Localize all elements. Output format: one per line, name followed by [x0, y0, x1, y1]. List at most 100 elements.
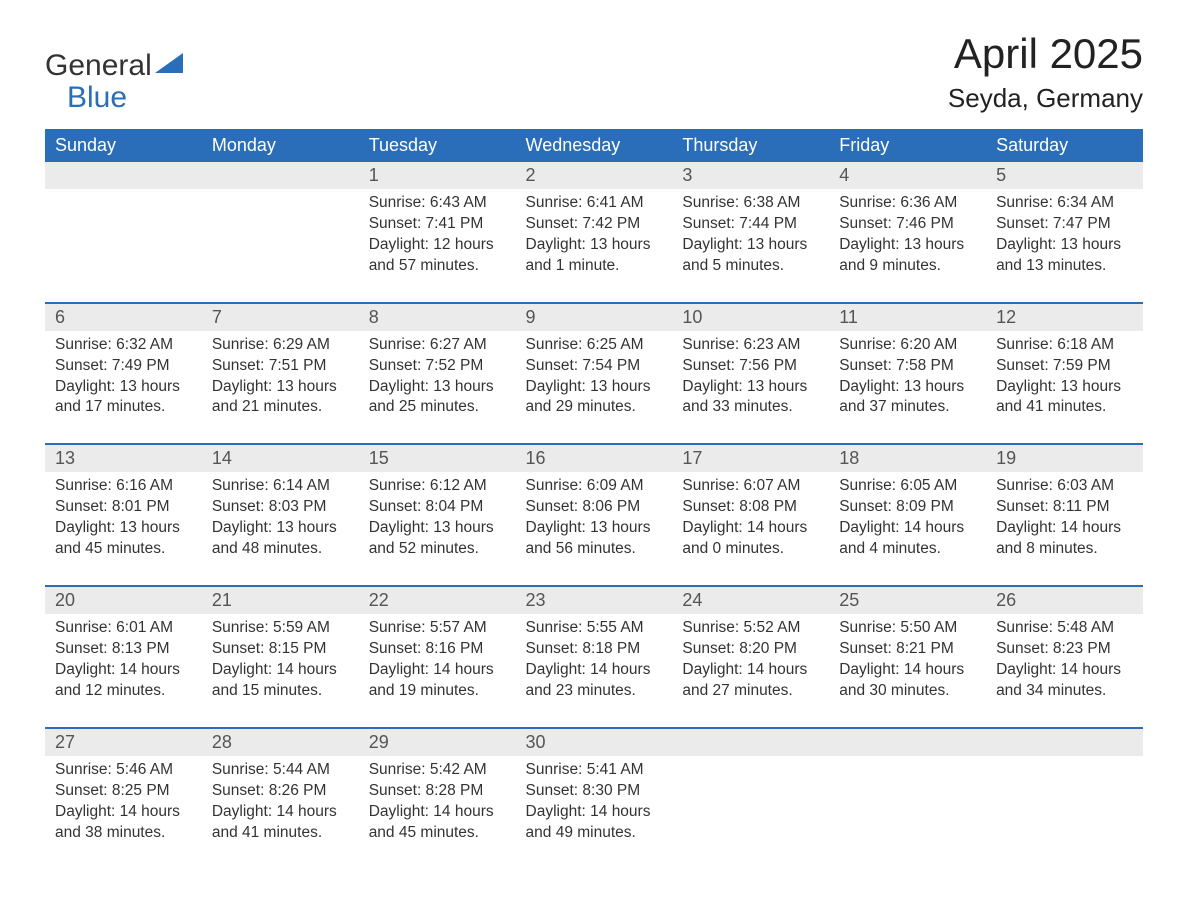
sunrise-text: Sunrise: 6:23 AM: [682, 335, 819, 356]
sunrise-text: Sunrise: 5:50 AM: [839, 618, 976, 639]
day-content: Sunrise: 6:36 AMSunset: 7:46 PMDaylight:…: [829, 189, 986, 302]
calendar-day-cell: 13Sunrise: 6:16 AMSunset: 8:01 PMDayligh…: [45, 444, 202, 586]
day-number: 5: [986, 162, 1143, 189]
day-number: 24: [672, 587, 829, 614]
sunrise-text: Sunrise: 6:32 AM: [55, 335, 192, 356]
calendar-day-cell: 8Sunrise: 6:27 AMSunset: 7:52 PMDaylight…: [359, 303, 516, 445]
daylight-text: Daylight: 14 hours and 27 minutes.: [682, 660, 819, 702]
day-number: [45, 162, 202, 189]
sunset-text: Sunset: 8:08 PM: [682, 497, 819, 518]
sunrise-text: Sunrise: 5:42 AM: [369, 760, 506, 781]
calendar-week-row: 6Sunrise: 6:32 AMSunset: 7:49 PMDaylight…: [45, 303, 1143, 445]
day-number: 6: [45, 304, 202, 331]
sunset-text: Sunset: 8:21 PM: [839, 639, 976, 660]
day-number: 8: [359, 304, 516, 331]
logo: General Blue: [45, 50, 183, 113]
weekday-header: Monday: [202, 129, 359, 162]
calendar-week-row: 27Sunrise: 5:46 AMSunset: 8:25 PMDayligh…: [45, 728, 1143, 869]
calendar-day-cell: 4Sunrise: 6:36 AMSunset: 7:46 PMDaylight…: [829, 162, 986, 303]
sunrise-text: Sunrise: 6:14 AM: [212, 476, 349, 497]
daylight-text: Daylight: 14 hours and 49 minutes.: [526, 802, 663, 844]
calendar-day-cell: 2Sunrise: 6:41 AMSunset: 7:42 PMDaylight…: [516, 162, 673, 303]
day-number: 16: [516, 445, 673, 472]
day-number: 17: [672, 445, 829, 472]
page-header: General Blue April 2025 Seyda, Germany: [45, 30, 1143, 114]
day-number: 25: [829, 587, 986, 614]
sunset-text: Sunset: 8:04 PM: [369, 497, 506, 518]
day-number: 9: [516, 304, 673, 331]
day-content: Sunrise: 5:52 AMSunset: 8:20 PMDaylight:…: [672, 614, 829, 727]
daylight-text: Daylight: 13 hours and 41 minutes.: [996, 377, 1133, 419]
day-number: 2: [516, 162, 673, 189]
sunrise-text: Sunrise: 6:18 AM: [996, 335, 1133, 356]
daylight-text: Daylight: 13 hours and 29 minutes.: [526, 377, 663, 419]
sunrise-text: Sunrise: 6:05 AM: [839, 476, 976, 497]
sunrise-text: Sunrise: 5:52 AM: [682, 618, 819, 639]
day-number: 23: [516, 587, 673, 614]
daylight-text: Daylight: 13 hours and 37 minutes.: [839, 377, 976, 419]
weekday-header: Sunday: [45, 129, 202, 162]
day-content: Sunrise: 5:59 AMSunset: 8:15 PMDaylight:…: [202, 614, 359, 727]
sunrise-text: Sunrise: 6:34 AM: [996, 193, 1133, 214]
day-number: 14: [202, 445, 359, 472]
sunset-text: Sunset: 7:56 PM: [682, 356, 819, 377]
weekday-header-row: Sunday Monday Tuesday Wednesday Thursday…: [45, 129, 1143, 162]
calendar-day-cell: 25 Sunrise: 5:50 AMSunset: 8:21 PMDayligh…: [829, 586, 986, 728]
day-content: Sunrise: 6:29 AMSunset: 7:51 PMDaylight:…: [202, 331, 359, 444]
sunrise-text: Sunrise: 6:09 AM: [526, 476, 663, 497]
day-number: 18: [829, 445, 986, 472]
calendar-day-cell: [986, 728, 1143, 869]
sunset-text: Sunset: 8:01 PM: [55, 497, 192, 518]
sunset-text: Sunset: 8:20 PM: [682, 639, 819, 660]
day-content: Sunrise: 6:07 AMSunset: 8:08 PMDaylight:…: [672, 472, 829, 585]
daylight-text: Daylight: 13 hours and 48 minutes.: [212, 518, 349, 560]
calendar-day-cell: 14Sunrise: 6:14 AMSunset: 8:03 PMDayligh…: [202, 444, 359, 586]
daylight-text: Daylight: 14 hours and 4 minutes.: [839, 518, 976, 560]
calendar-day-cell: 17Sunrise: 6:07 AMSunset: 8:08 PMDayligh…: [672, 444, 829, 586]
calendar-day-cell: 9Sunrise: 6:25 AMSunset: 7:54 PMDaylight…: [516, 303, 673, 445]
calendar-day-cell: 21Sunrise: 5:59 AMSunset: 8:15 PMDayligh…: [202, 586, 359, 728]
calendar-body: 1Sunrise: 6:43 AMSunset: 7:41 PMDaylight…: [45, 162, 1143, 868]
calendar-day-cell: 10 Sunrise: 6:23 AMSunset: 7:56 PMDayligh…: [672, 303, 829, 445]
calendar-day-cell: 22Sunrise: 5:57 AMSunset: 8:16 PMDayligh…: [359, 586, 516, 728]
day-content: Sunrise: 6:12 AMSunset: 8:04 PMDaylight:…: [359, 472, 516, 585]
day-content: Sunrise: 6:09 AMSunset: 8:06 PMDaylight:…: [516, 472, 673, 585]
sunrise-text: Sunrise: 6:25 AM: [526, 335, 663, 356]
sunrise-text: Sunrise: 6:29 AM: [212, 335, 349, 356]
day-number: 15: [359, 445, 516, 472]
daylight-text: Daylight: 14 hours and 34 minutes.: [996, 660, 1133, 702]
daylight-text: Daylight: 14 hours and 30 minutes.: [839, 660, 976, 702]
daylight-text: Daylight: 14 hours and 38 minutes.: [55, 802, 192, 844]
sunrise-text: Sunrise: 5:59 AM: [212, 618, 349, 639]
sunset-text: Sunset: 8:06 PM: [526, 497, 663, 518]
logo-text-blue: Blue: [67, 82, 183, 114]
day-number: 28: [202, 729, 359, 756]
logo-line1: General: [45, 50, 183, 82]
daylight-text: Daylight: 13 hours and 33 minutes.: [682, 377, 819, 419]
weekday-header: Thursday: [672, 129, 829, 162]
sunset-text: Sunset: 8:26 PM: [212, 781, 349, 802]
logo-text-general: General: [45, 50, 152, 82]
day-content: Sunrise: 6:43 AMSunset: 7:41 PMDaylight:…: [359, 189, 516, 302]
sunset-text: Sunset: 7:44 PM: [682, 214, 819, 235]
location-label: Seyda, Germany: [948, 83, 1143, 114]
day-number: 10: [672, 304, 829, 331]
sunset-text: Sunset: 8:09 PM: [839, 497, 976, 518]
calendar-day-cell: 29Sunrise: 5:42 AMSunset: 8:28 PMDayligh…: [359, 728, 516, 869]
sunrise-text: Sunrise: 6:03 AM: [996, 476, 1133, 497]
sunrise-text: Sunrise: 5:46 AM: [55, 760, 192, 781]
calendar-day-cell: 6Sunrise: 6:32 AMSunset: 7:49 PMDaylight…: [45, 303, 202, 445]
day-number: 26: [986, 587, 1143, 614]
calendar-day-cell: 24Sunrise: 5:52 AMSunset: 8:20 PMDayligh…: [672, 586, 829, 728]
day-content: Sunrise: 6:38 AMSunset: 7:44 PMDaylight:…: [672, 189, 829, 302]
daylight-text: Daylight: 13 hours and 5 minutes.: [682, 235, 819, 277]
daylight-text: Daylight: 13 hours and 17 minutes.: [55, 377, 192, 419]
day-content: Sunrise: 5:55 AMSunset: 8:18 PMDaylight:…: [516, 614, 673, 727]
day-content: Sunrise: 6:03 AMSunset: 8:11 PMDaylight:…: [986, 472, 1143, 585]
sunrise-text: Sunrise: 5:48 AM: [996, 618, 1133, 639]
day-number: 20: [45, 587, 202, 614]
calendar-day-cell: 16Sunrise: 6:09 AMSunset: 8:06 PMDayligh…: [516, 444, 673, 586]
day-content: Sunrise: 6:25 AMSunset: 7:54 PMDaylight:…: [516, 331, 673, 444]
sunset-text: Sunset: 8:18 PM: [526, 639, 663, 660]
calendar-day-cell: 26Sunrise: 5:48 AMSunset: 8:23 PMDayligh…: [986, 586, 1143, 728]
